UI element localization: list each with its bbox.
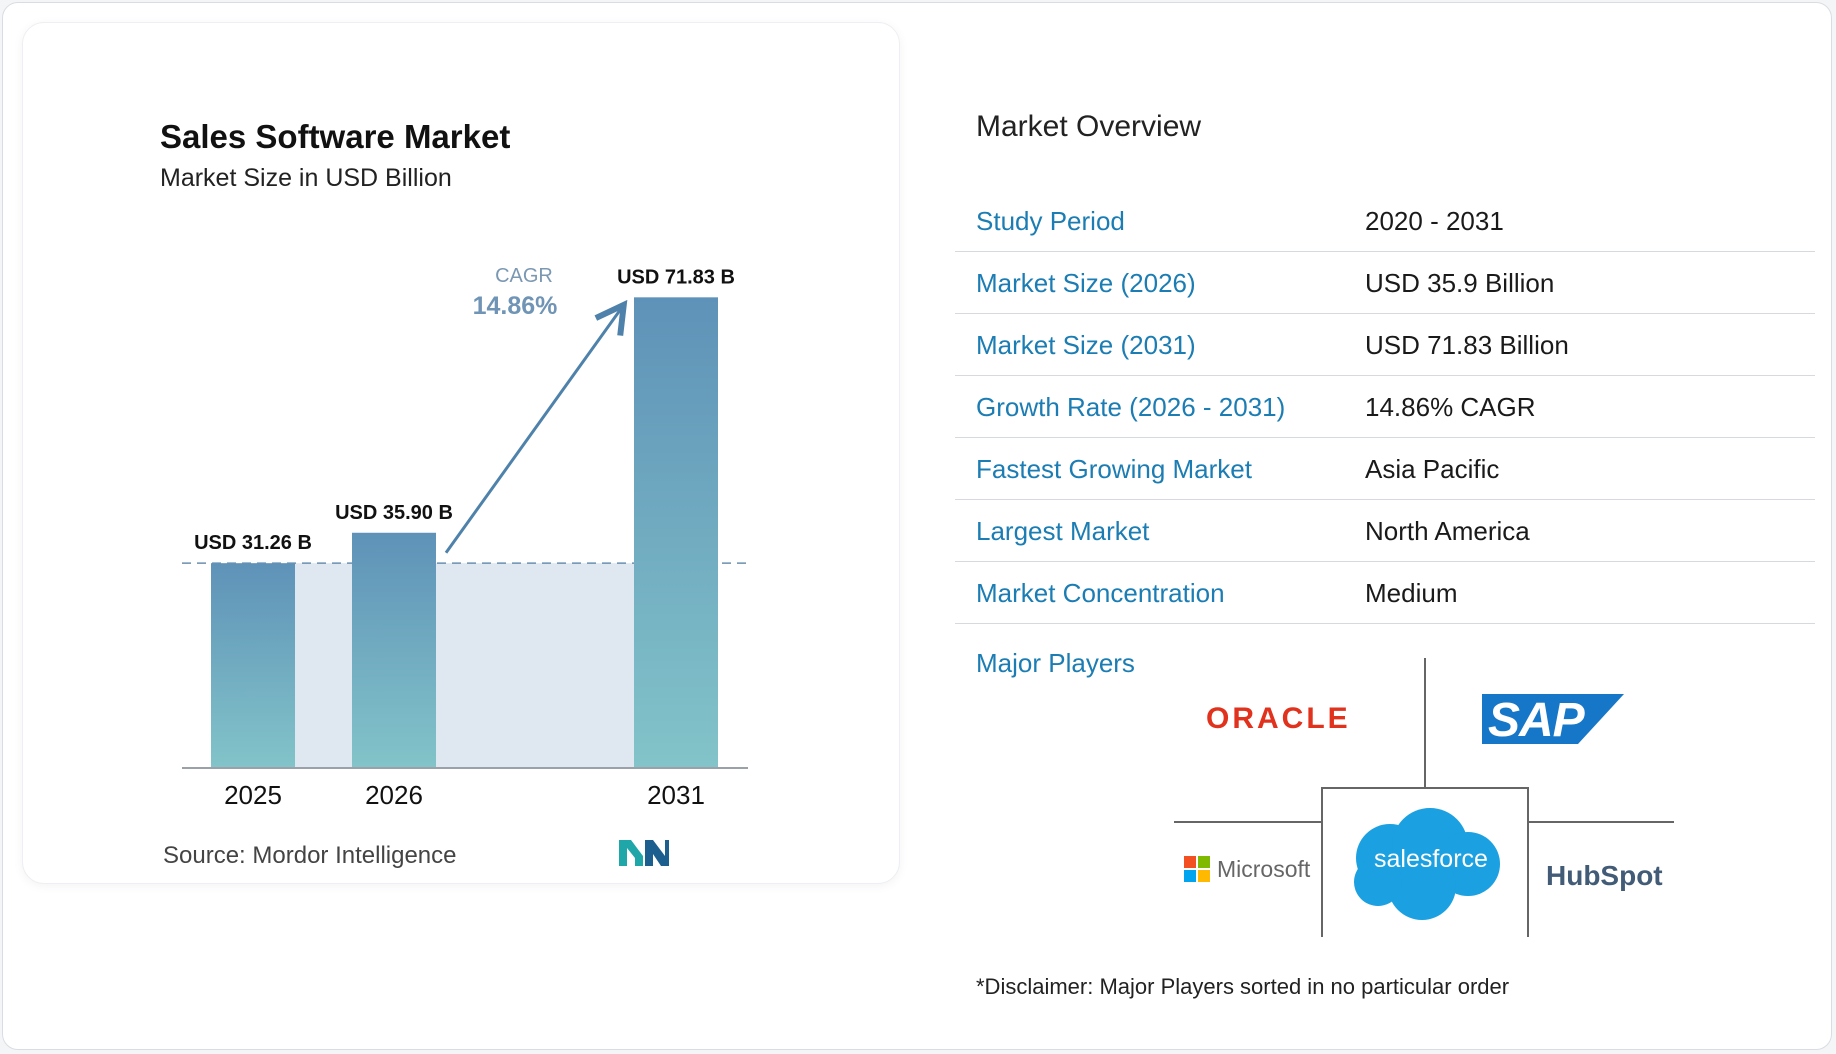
cagr-label: CAGR — [495, 265, 553, 287]
row-label: Market Concentration — [976, 578, 1225, 608]
row-value: 14.86% CAGR — [1365, 392, 1536, 422]
row-label: Fastest Growing Market — [976, 454, 1252, 484]
source-label: Source: — [163, 842, 246, 869]
hubspot-logo: HubSpot — [1546, 860, 1663, 891]
source-name: Mordor Intelligence — [252, 842, 457, 869]
row-value: USD 71.83 Billion — [1365, 330, 1569, 360]
disclaimer: *Disclaimer: Major Players sorted in no … — [976, 974, 1510, 999]
bar-chart: USD 31.26 B 2025 USD 35.90 B 2026 USD 71.83 … — [182, 265, 748, 810]
overview-title: Market Overview — [976, 110, 1202, 143]
table-row: Growth Rate (2026 - 2031) 14.86% CAGR — [955, 376, 1815, 438]
x-tick-label: 2025 — [224, 780, 282, 810]
salesforce-cloud-icon — [1354, 808, 1500, 920]
reference-band — [295, 563, 634, 768]
row-value: Asia Pacific — [1365, 454, 1500, 484]
table-row: Fastest Growing Market Asia Pacific — [955, 438, 1815, 500]
major-players-label: Major Players — [976, 648, 1135, 678]
row-value: 2020 - 2031 — [1365, 206, 1504, 236]
mordor-logo-icon — [619, 840, 669, 866]
row-label: Market Size (2026) — [976, 268, 1196, 298]
microsoft-logo-icon — [1184, 856, 1210, 882]
row-label: Study Period — [976, 206, 1125, 236]
row-value: Medium — [1365, 578, 1458, 608]
bar-data-label: USD 35.90 B — [335, 502, 453, 524]
table-row: Market Size (2026) USD 35.9 Billion — [955, 252, 1815, 314]
players-grid — [1174, 658, 1674, 937]
chart-title: Sales Software Market — [160, 118, 511, 155]
table-row: Market Size (2031) USD 71.83 Billion — [955, 314, 1815, 376]
sap-logo-icon — [1482, 694, 1624, 744]
sap-logo: SAP — [1488, 694, 1585, 747]
row-label: Growth Rate (2026 - 2031) — [976, 392, 1286, 422]
row-label: Largest Market — [976, 516, 1150, 546]
x-tick-label: 2026 — [365, 780, 423, 810]
bar — [211, 563, 295, 768]
cagr-arrow — [444, 307, 622, 554]
table-row: Study Period 2020 - 2031 — [955, 190, 1815, 252]
overview-table: Study Period 2020 - 2031 Market Size (20… — [955, 190, 1815, 624]
salesforce-logo: salesforce — [1374, 845, 1488, 873]
microsoft-logo: Microsoft — [1217, 856, 1311, 882]
table-row: Largest Market North America — [955, 500, 1815, 562]
table-row: Market Concentration Medium — [955, 562, 1815, 624]
oracle-logo: ORACLE — [1206, 702, 1351, 735]
chart-subtitle: Market Size in USD Billion — [160, 164, 452, 192]
bar — [352, 532, 436, 768]
bar — [634, 297, 718, 768]
x-tick-label: 2031 — [647, 780, 705, 810]
source-note: Source: Mordor Intelligence — [163, 842, 457, 870]
row-value: North America — [1365, 516, 1530, 546]
cagr-value: 14.86% — [473, 292, 558, 320]
row-value: USD 35.9 Billion — [1365, 268, 1555, 298]
bar-data-label: USD 71.83 B — [617, 266, 735, 288]
row-label: Market Size (2031) — [976, 330, 1196, 360]
bar-data-label: USD 31.26 B — [194, 532, 312, 554]
